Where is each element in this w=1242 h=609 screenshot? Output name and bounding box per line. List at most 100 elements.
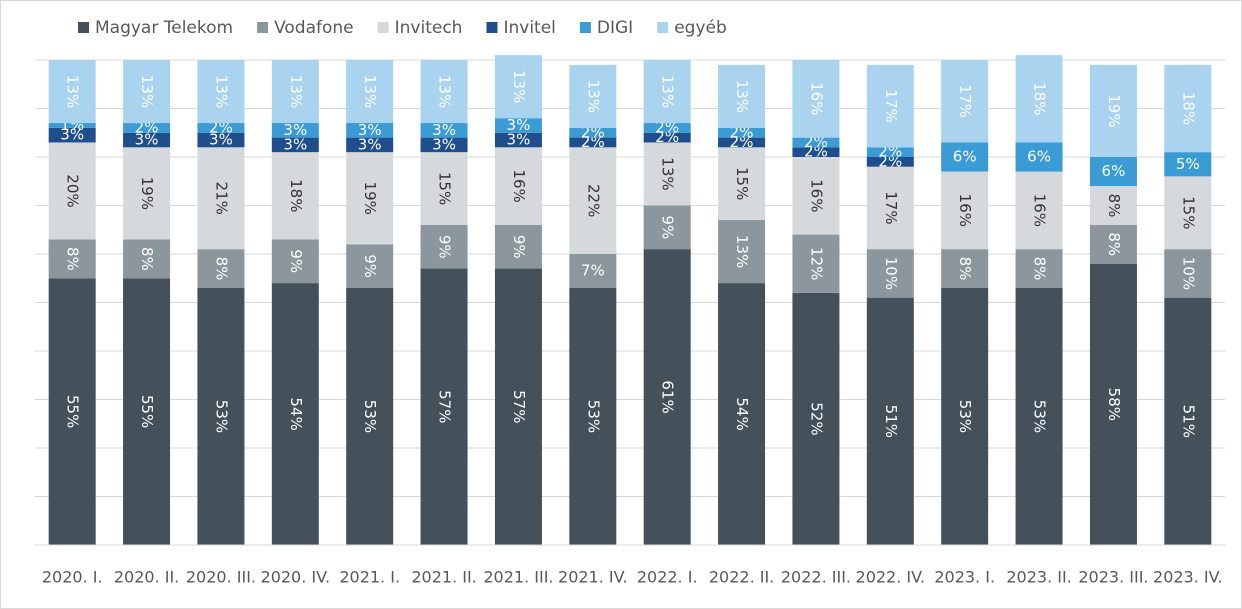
x-tick-label: 2023. I.	[934, 568, 995, 587]
data-label: 13%	[659, 75, 677, 108]
data-label: 15%	[436, 172, 454, 205]
data-label: 3%	[432, 121, 456, 139]
bar-segment	[420, 137, 468, 153]
data-label: 9%	[510, 235, 528, 259]
bar-segment	[271, 123, 319, 138]
legend-label: Vodafone	[274, 18, 354, 38]
data-label: 13%	[212, 75, 230, 108]
data-label: 18%	[287, 179, 305, 212]
data-label: 8%	[1105, 232, 1123, 256]
bar-segment	[123, 123, 171, 133]
bar-segment	[1164, 64, 1212, 153]
data-label: 13%	[733, 80, 751, 113]
bar-segment	[643, 123, 691, 133]
data-label: 51%	[882, 405, 900, 438]
data-label: 17%	[882, 89, 900, 122]
data-label: 13%	[138, 75, 156, 108]
bar-segment	[718, 137, 766, 148]
bar-segment	[941, 171, 989, 250]
bar-segment	[1089, 263, 1137, 545]
x-tick-label: 2023. II.	[1006, 568, 1071, 587]
bar-segment	[1089, 64, 1137, 157]
data-label: 13%	[510, 70, 528, 103]
data-label: 53%	[212, 400, 230, 433]
bar-segment	[792, 157, 840, 235]
bar-segment	[271, 239, 319, 284]
bar-segment	[792, 137, 840, 148]
legend-swatch	[78, 22, 89, 33]
bar-segment	[569, 254, 617, 288]
data-label: 9%	[287, 249, 305, 273]
bar-segment	[941, 142, 989, 172]
bar-segment	[643, 142, 691, 206]
bar-segment	[197, 287, 245, 545]
bar-segment	[346, 287, 394, 545]
data-label: 53%	[956, 400, 974, 433]
data-label: 53%	[361, 400, 379, 433]
bar-segment	[197, 249, 245, 288]
bar-segment	[494, 268, 542, 545]
bar-segment	[718, 283, 766, 545]
data-label: 19%	[361, 182, 379, 215]
data-label: 13%	[733, 235, 751, 268]
data-label: 9%	[436, 235, 454, 259]
data-label: 18%	[1179, 92, 1197, 125]
bar-segment	[866, 249, 914, 298]
bar-segment	[643, 205, 691, 250]
bar-segment	[123, 132, 171, 148]
bar-segment	[197, 132, 245, 148]
bar-segment	[1015, 249, 1063, 288]
data-label: 10%	[882, 257, 900, 290]
data-label: 19%	[138, 177, 156, 210]
bar-segment	[48, 142, 96, 240]
bar-segment	[123, 239, 171, 279]
bar-segment	[494, 132, 542, 148]
bar-segment	[271, 137, 319, 153]
bar-segment	[123, 278, 171, 545]
x-tick-label: 2022. III.	[781, 568, 851, 587]
data-label: 13%	[436, 75, 454, 108]
bar-segment	[1164, 176, 1212, 250]
data-label: 3%	[358, 135, 382, 153]
bar-segment	[346, 60, 394, 124]
data-label: 54%	[287, 397, 305, 430]
data-label: 13%	[64, 75, 82, 108]
x-tick-label: 2022. I.	[637, 568, 698, 587]
data-label: 8%	[1105, 194, 1123, 218]
legend-label: Invitel	[503, 18, 555, 38]
bar-segment	[420, 224, 468, 269]
bar-segment	[643, 249, 691, 545]
data-label: 3%	[507, 116, 531, 134]
data-label: 58%	[1105, 388, 1123, 421]
data-label: 3%	[135, 131, 159, 149]
x-tick-label: 2021. I.	[339, 568, 400, 587]
x-tick-label: 2021. II.	[411, 568, 476, 587]
data-label: 3%	[432, 135, 456, 153]
data-label: 3%	[507, 131, 531, 149]
bar-segment	[792, 234, 840, 293]
bar-segment	[494, 147, 542, 225]
bar-segment	[1015, 287, 1063, 545]
bar-segment	[941, 60, 989, 143]
data-label: 13%	[361, 75, 379, 108]
data-label: 16%	[956, 194, 974, 227]
bar-segment	[1089, 224, 1137, 264]
data-label: 9%	[361, 254, 379, 278]
data-label: 3%	[283, 121, 307, 139]
data-label: 53%	[1031, 400, 1049, 433]
bar-segment	[271, 60, 319, 124]
data-label: 10%	[1179, 257, 1197, 290]
data-label: 3%	[358, 121, 382, 139]
bar-segment	[718, 147, 766, 221]
bar-segment	[718, 127, 766, 138]
bar-segment	[271, 152, 319, 240]
bar-segment	[494, 55, 542, 119]
bar-segment	[1164, 249, 1212, 298]
data-label: 8%	[64, 247, 82, 271]
bar-segment	[718, 64, 766, 128]
data-label: 51%	[1179, 405, 1197, 438]
legend-label: DIGI	[597, 18, 633, 38]
data-label: 13%	[659, 157, 677, 190]
bar-segment	[197, 147, 245, 250]
bar-segment	[271, 283, 319, 545]
